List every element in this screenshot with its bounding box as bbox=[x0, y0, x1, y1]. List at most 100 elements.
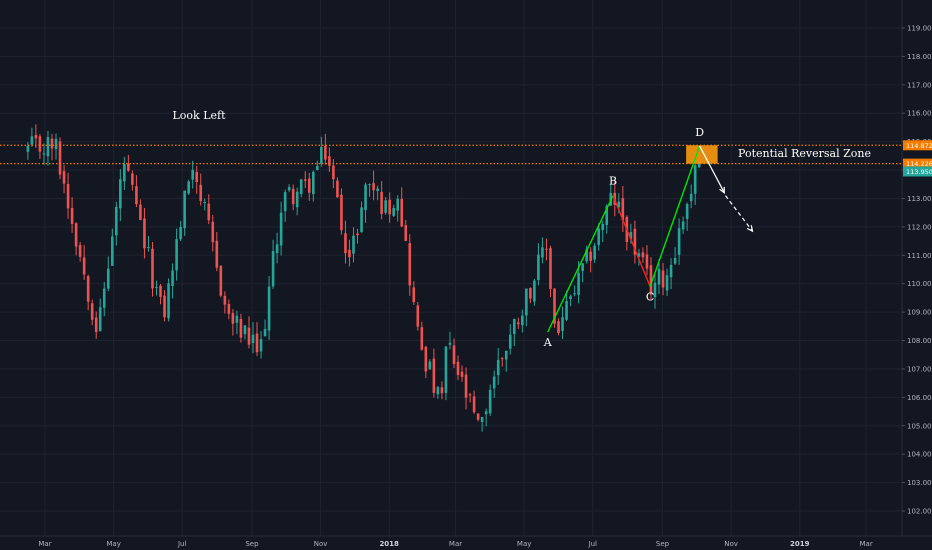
candle-body bbox=[380, 191, 383, 214]
pattern-point-label-a: A bbox=[543, 336, 553, 349]
candle-body bbox=[360, 207, 363, 233]
candle-body bbox=[70, 208, 74, 224]
candle-body bbox=[629, 232, 633, 240]
price-axis-label: 108.000 bbox=[907, 337, 932, 345]
candle-body bbox=[372, 183, 375, 191]
candle-body bbox=[480, 417, 484, 423]
time-axis[interactable] bbox=[0, 536, 932, 550]
price-axis-label: 110.000 bbox=[907, 280, 932, 288]
candle-body bbox=[90, 303, 94, 320]
candle-body bbox=[78, 245, 82, 257]
candle-body bbox=[82, 257, 86, 275]
grid-lines bbox=[0, 0, 902, 536]
candle-body bbox=[58, 141, 62, 175]
reversal-zone bbox=[686, 145, 718, 164]
candle-body bbox=[211, 221, 215, 243]
candle-body bbox=[412, 287, 416, 302]
candle-body bbox=[352, 235, 355, 254]
candle-body bbox=[500, 358, 504, 360]
candle-body bbox=[307, 178, 311, 193]
pattern-point-label-d: D bbox=[695, 126, 704, 139]
candle-body bbox=[573, 293, 576, 295]
candle-body bbox=[106, 268, 110, 289]
candle-body bbox=[569, 296, 572, 299]
candle-body bbox=[86, 276, 90, 302]
candle-body bbox=[456, 361, 460, 375]
candle-body bbox=[476, 413, 480, 420]
candle-body bbox=[183, 190, 186, 229]
candle-body bbox=[420, 327, 424, 350]
candle-body bbox=[235, 315, 239, 323]
candle-body bbox=[376, 188, 379, 192]
candle-body bbox=[364, 184, 367, 211]
candle-body bbox=[239, 319, 243, 338]
candle-body bbox=[163, 295, 166, 318]
projection-arrow-head bbox=[746, 225, 754, 233]
candle-body bbox=[432, 358, 436, 393]
price-tag-label: 113.950 bbox=[906, 168, 932, 176]
candle-body bbox=[593, 245, 596, 260]
candle-body bbox=[199, 184, 203, 202]
price-tag-label: 114.872 bbox=[906, 142, 932, 150]
candle-body bbox=[468, 394, 472, 396]
candle-body bbox=[340, 194, 343, 231]
candle-body bbox=[311, 171, 315, 194]
candle-body bbox=[291, 188, 295, 205]
candle-body bbox=[685, 203, 689, 220]
candle-body bbox=[147, 247, 150, 249]
candle-body bbox=[605, 205, 609, 226]
candle-body bbox=[324, 145, 327, 160]
candle-body bbox=[545, 248, 548, 250]
candle-body bbox=[472, 396, 476, 413]
candle-body bbox=[637, 253, 641, 257]
candle-body bbox=[488, 389, 492, 414]
price-axis-label: 109.000 bbox=[907, 309, 932, 317]
candle-body bbox=[452, 345, 456, 364]
pattern-point-label-b: B bbox=[609, 175, 617, 188]
candle-body bbox=[541, 247, 544, 258]
candle-body bbox=[155, 286, 158, 288]
pattern-leg bbox=[649, 145, 701, 287]
price-axis[interactable] bbox=[902, 0, 932, 536]
abcd-pattern bbox=[547, 145, 754, 333]
candle-body bbox=[287, 187, 291, 191]
candle-body bbox=[460, 371, 464, 377]
price-tag-label: 114.226 bbox=[906, 160, 932, 168]
price-axis-label: 118.000 bbox=[907, 53, 932, 61]
candle-body bbox=[436, 387, 440, 395]
candle-body bbox=[557, 321, 560, 334]
candle-body bbox=[34, 134, 38, 139]
candle-body bbox=[119, 179, 122, 209]
pattern-leg bbox=[547, 195, 614, 333]
time-axis-label: May bbox=[106, 540, 120, 548]
candle-body bbox=[316, 165, 319, 170]
candle-body bbox=[645, 254, 649, 269]
candle-body bbox=[227, 303, 231, 314]
candle-body bbox=[641, 252, 645, 258]
annotations: A B C D Look Left Potential Reversal Zone bbox=[172, 109, 870, 349]
candle-body bbox=[299, 179, 303, 194]
candle-body bbox=[267, 286, 271, 331]
candle-body bbox=[263, 329, 267, 337]
candle-body bbox=[512, 319, 516, 335]
candle-body bbox=[669, 264, 673, 278]
candle-body bbox=[98, 307, 102, 332]
candle-body bbox=[171, 270, 174, 286]
price-tag bbox=[903, 158, 932, 169]
candle-body bbox=[207, 203, 211, 221]
candle-body bbox=[677, 228, 681, 255]
candle-body bbox=[428, 361, 432, 370]
candle-body bbox=[444, 346, 448, 393]
time-axis-label: Mar bbox=[449, 540, 462, 548]
candle-body bbox=[649, 265, 653, 295]
candle-body bbox=[127, 163, 130, 171]
candle-body bbox=[697, 160, 701, 168]
candle-body bbox=[392, 207, 395, 216]
candle-body bbox=[215, 240, 219, 268]
candle-body bbox=[74, 223, 78, 247]
candle-body bbox=[115, 206, 118, 236]
candle-body bbox=[328, 156, 331, 166]
